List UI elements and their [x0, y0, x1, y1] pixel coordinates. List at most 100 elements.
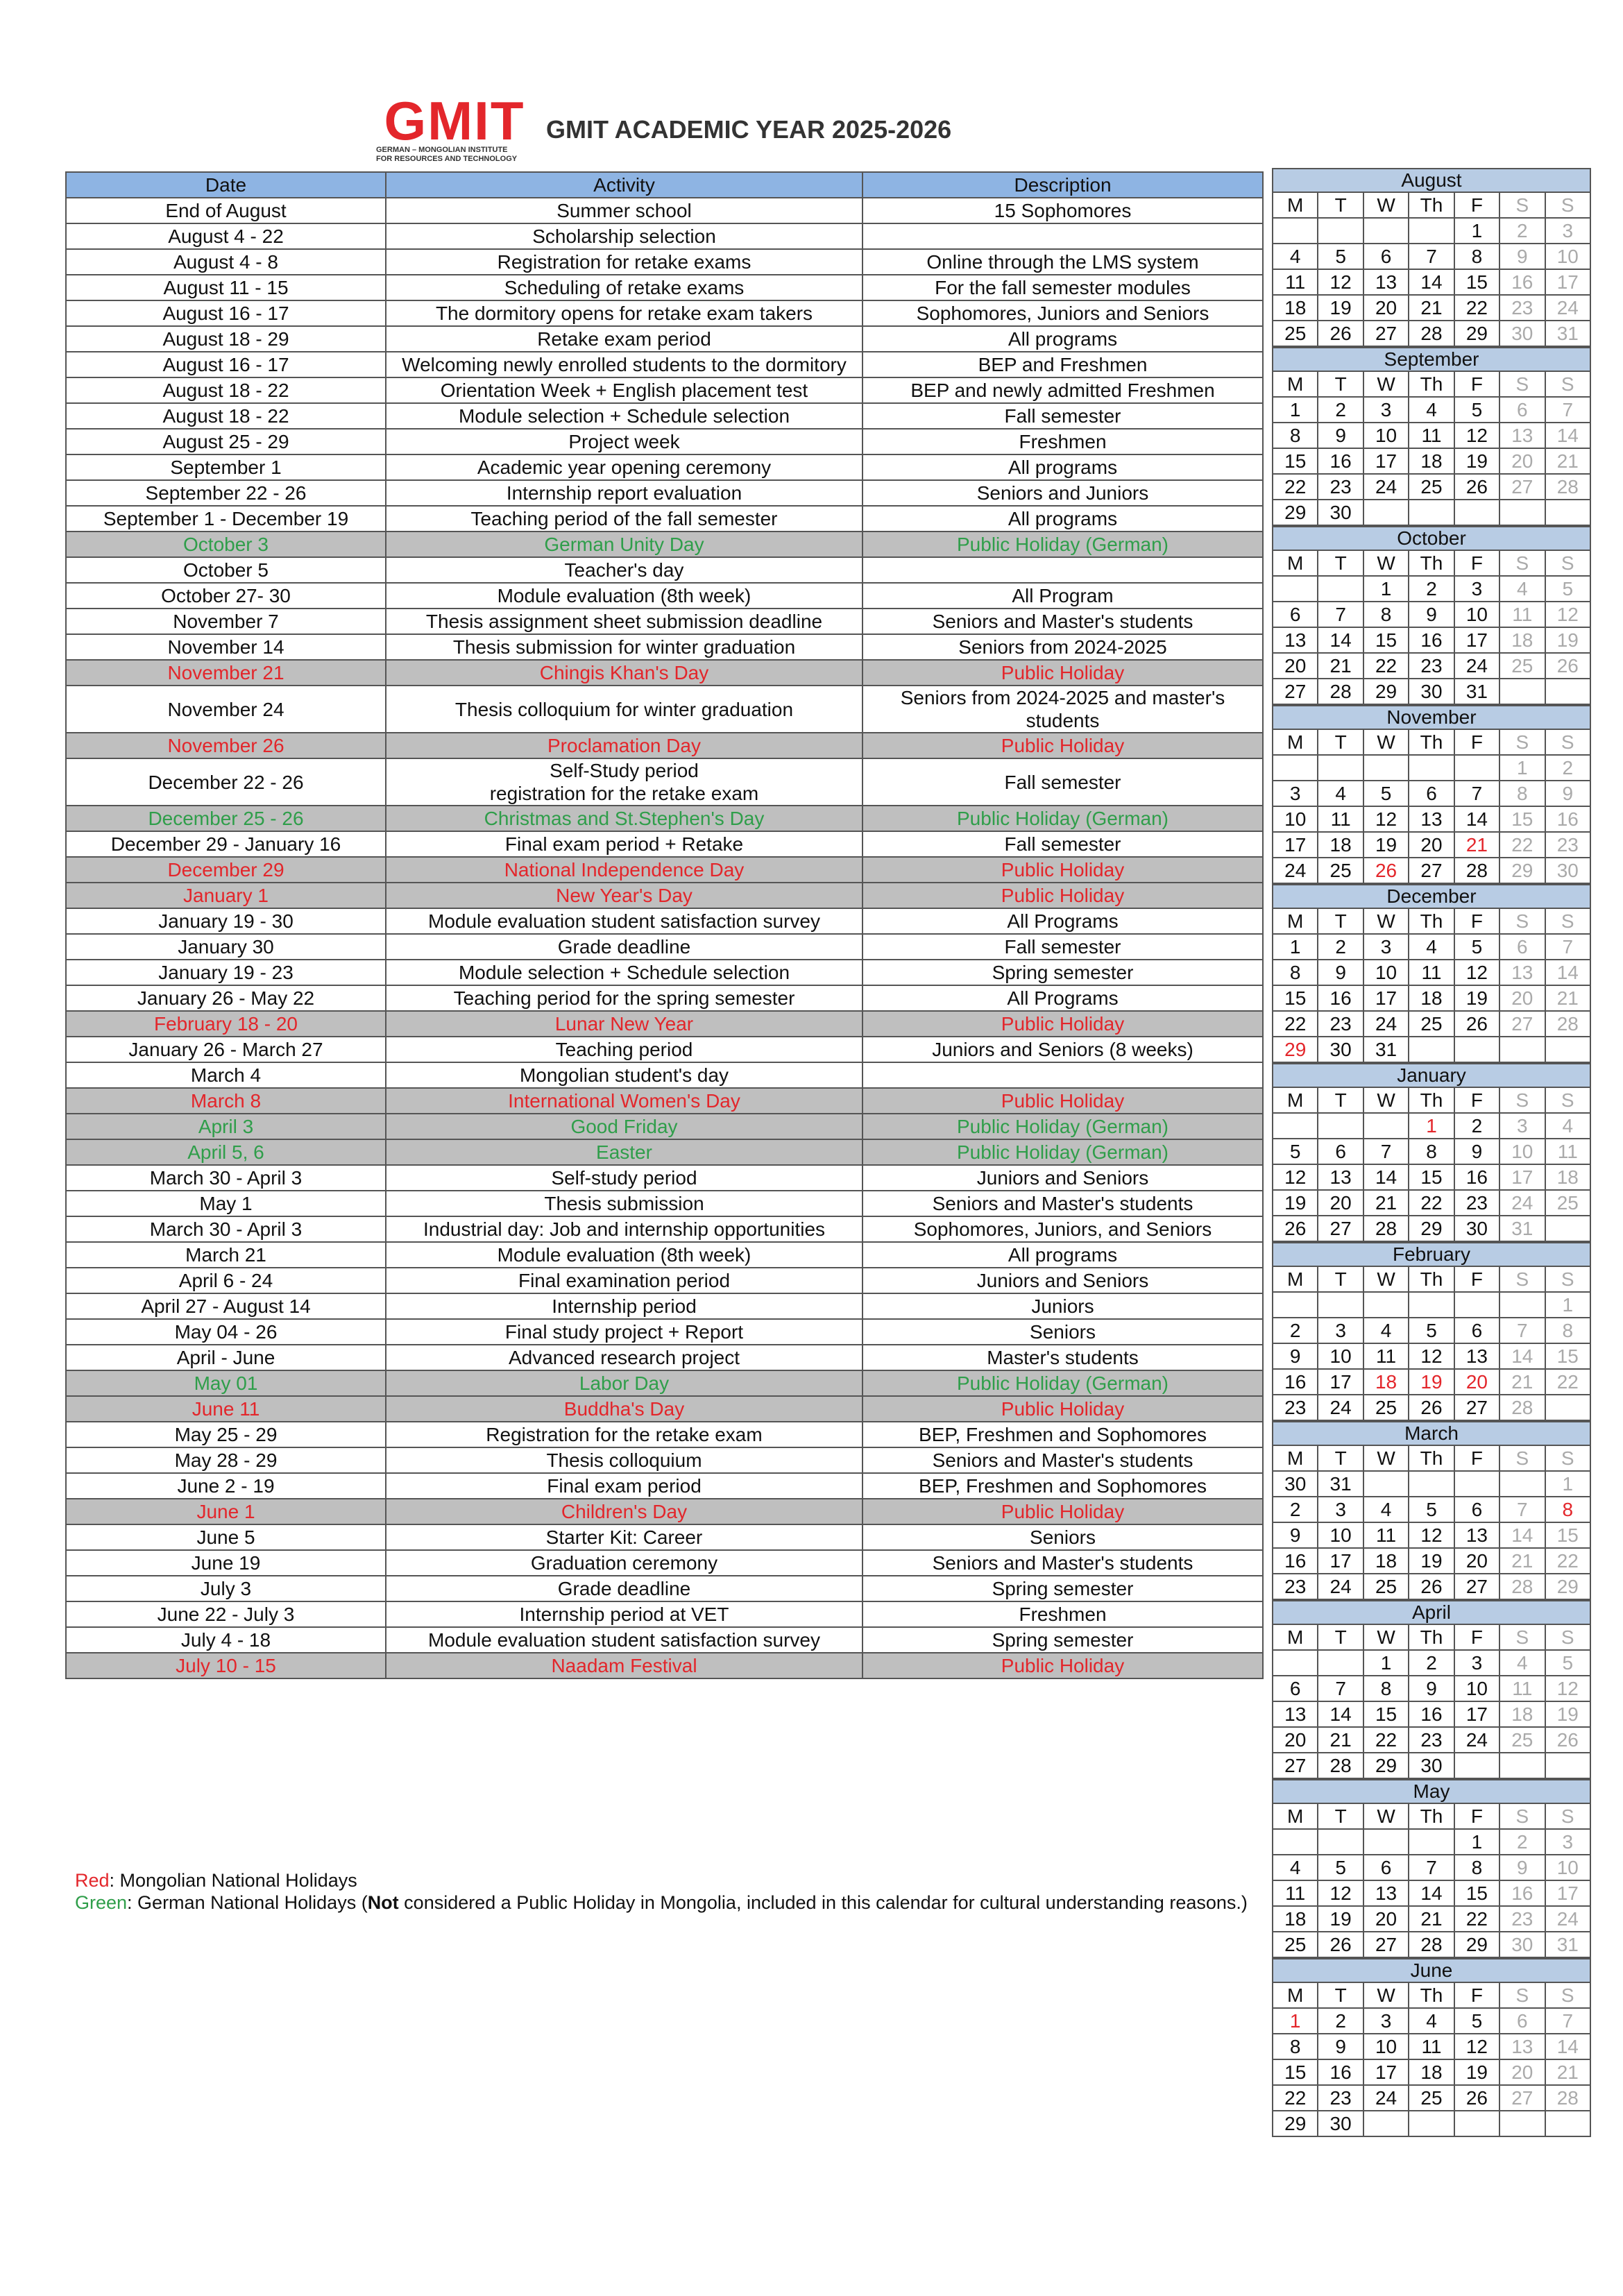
cell-date: March 30 - April 3 — [65, 1216, 386, 1243]
day: 27 — [1499, 1010, 1546, 1037]
day: 6 — [1499, 396, 1546, 423]
day — [1362, 1470, 1410, 1497]
week-row: 8 9 10 11 12 13 14 — [1271, 422, 1592, 449]
cell-activity: Thesis assignment sheet submission deadl… — [385, 608, 863, 635]
cell-date: August 4 - 22 — [65, 223, 386, 250]
table-row: End of August Summer school 15 Sophomores — [65, 197, 1264, 224]
day: 9 — [1544, 780, 1592, 807]
cell-description: Fall semester — [862, 758, 1264, 806]
table-row: August 16 - 17 The dormitory opens for re… — [65, 300, 1264, 327]
day: 19 — [1544, 1701, 1592, 1728]
table-row: September 22 - 26 Internship report evalu… — [65, 479, 1264, 507]
day: 30 — [1317, 1036, 1364, 1063]
day: 20 — [1453, 1547, 1501, 1574]
cell-activity: Chingis Khan's Day — [385, 659, 863, 686]
weekday: W — [1362, 1445, 1410, 1472]
day — [1317, 575, 1364, 602]
table-row: April - June Advanced research project Mas… — [65, 1344, 1264, 1371]
cell-date: May 01 — [65, 1370, 386, 1397]
day: 29 — [1499, 857, 1546, 884]
day: 13 — [1453, 1522, 1501, 1549]
cell-activity: The dormitory opens for retake exam take… — [385, 300, 863, 327]
table-row: July 3 Grade deadline Spring semester — [65, 1575, 1264, 1602]
day: 16 — [1271, 1547, 1319, 1574]
day: 2 — [1271, 1496, 1319, 1523]
cell-activity: Final study project + Report — [385, 1318, 863, 1345]
weekday: Th — [1408, 908, 1455, 935]
cell-description: Public Holiday (German) — [862, 1113, 1264, 1140]
cell-description: Public Holiday — [862, 1010, 1264, 1037]
day: 19 — [1453, 2059, 1501, 2086]
day — [1408, 1036, 1455, 1063]
table-row: September 1 Academic year opening ceremon… — [65, 454, 1264, 481]
month-calendar: January M T W Th F S S 1 2 3 4 5 6 7 8 9 10 11 12 13 14 15 16 17… — [1271, 1063, 1592, 1242]
day: 6 — [1362, 1854, 1410, 1881]
day: 3 — [1317, 1317, 1364, 1344]
day: 6 — [1499, 933, 1546, 960]
cell-description: All programs — [862, 1241, 1264, 1268]
week-row: 10 11 12 13 14 15 16 — [1271, 806, 1592, 833]
day: 13 — [1271, 627, 1319, 654]
table-row: May 28 - 29 Thesis colloquium Seniors and … — [65, 1447, 1264, 1474]
day: 1 — [1453, 217, 1501, 244]
day: 14 — [1544, 2033, 1592, 2060]
day: 23 — [1271, 1573, 1319, 1600]
cell-date: May 04 - 26 — [65, 1318, 386, 1345]
day: 19 — [1362, 831, 1410, 858]
day: 30 — [1317, 2110, 1364, 2137]
table-row: August 16 - 17 Welcoming newly enrolled s… — [65, 351, 1264, 378]
weekday: Th — [1408, 1803, 1455, 1830]
cell-activity: Naadam Festival — [385, 1652, 863, 1679]
day: 18 — [1317, 831, 1364, 858]
cell-activity: Module evaluation student satisfaction s… — [385, 908, 863, 935]
day: 2 — [1453, 1112, 1501, 1139]
day: 7 — [1499, 1317, 1546, 1344]
cell-date: August 4 - 8 — [65, 248, 386, 275]
weekday: S — [1544, 729, 1592, 756]
month-name: March — [1272, 1421, 1591, 1446]
day: 19 — [1408, 1368, 1455, 1395]
day: 4 — [1499, 575, 1546, 602]
month-name: October — [1272, 526, 1591, 551]
day: 10 — [1362, 959, 1410, 986]
day: 11 — [1271, 1880, 1319, 1907]
day: 3 — [1499, 1112, 1546, 1139]
cell-description: For the fall semester modules — [862, 274, 1264, 301]
week-row: 16 17 18 19 20 21 22 — [1271, 1368, 1592, 1395]
day: 8 — [1544, 1496, 1592, 1523]
cell-description: Public Holiday (German) — [862, 805, 1264, 832]
weekday: Th — [1408, 729, 1455, 756]
table-row: January 26 - March 27 Teaching period Juni… — [65, 1036, 1264, 1063]
day — [1544, 1394, 1592, 1421]
cell-activity: Final exam period — [385, 1472, 863, 1499]
month-title-row: December — [1272, 884, 1591, 909]
day: 13 — [1499, 2033, 1546, 2060]
day: 29 — [1453, 1931, 1501, 1958]
weekday: F — [1453, 1445, 1501, 1472]
month-calendar: December M T W Th F S S 1 2 3 4 5 6 7 8 9 10 11 12 13 14 15 16 1… — [1271, 884, 1592, 1063]
day: 21 — [1499, 1368, 1546, 1395]
cell-activity: Buddha's Day — [385, 1395, 863, 1422]
day: 28 — [1544, 1010, 1592, 1037]
weekday: S — [1499, 1803, 1546, 1830]
day: 7 — [1408, 1854, 1455, 1881]
day — [1317, 1291, 1364, 1318]
day: 4 — [1271, 1854, 1319, 1881]
day: 18 — [1408, 448, 1455, 475]
day: 9 — [1317, 959, 1364, 986]
day: 27 — [1453, 1394, 1501, 1421]
day: 21 — [1408, 294, 1455, 321]
cell-description — [862, 1062, 1264, 1089]
day: 14 — [1408, 269, 1455, 296]
day: 28 — [1453, 857, 1501, 884]
week-row: 18 19 20 21 22 23 24 — [1271, 294, 1592, 321]
weekday: Th — [1408, 192, 1455, 219]
day: 4 — [1544, 1112, 1592, 1139]
cell-description: Seniors from 2024-2025 and master's stud… — [862, 685, 1264, 733]
day: 22 — [1362, 652, 1410, 679]
logo-mark: GMIT — [384, 90, 525, 151]
cell-activity: Grade deadline — [385, 933, 863, 960]
day: 2 — [1544, 754, 1592, 781]
column-header: Description — [862, 171, 1264, 198]
